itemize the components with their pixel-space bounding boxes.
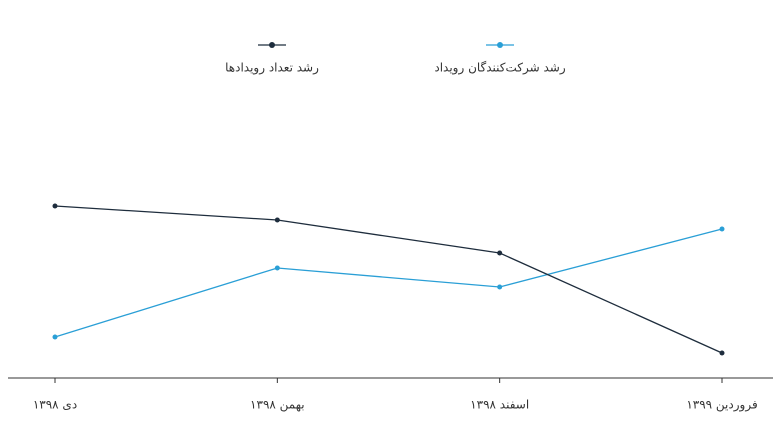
x-tick-label: دی ۱۳۹۸ [33, 398, 77, 412]
point [52, 334, 58, 340]
legend-marker [497, 42, 503, 48]
point [274, 265, 280, 271]
x-tick-label: فروردین ۱۳۹۹ [686, 398, 757, 413]
point [719, 226, 725, 232]
point [274, 217, 280, 223]
point [497, 250, 503, 256]
x-tick-label: اسفند ۱۳۹۸ [470, 398, 529, 412]
point [497, 284, 503, 290]
legend-marker [269, 42, 275, 48]
point [719, 350, 725, 356]
series-line [54, 228, 723, 338]
series-line [54, 205, 723, 354]
point [52, 203, 58, 209]
x-tick-label: بهمن ۱۳۹۸ [250, 398, 305, 413]
legend-label: رشد شرکت‌کنندگان رویداد [434, 61, 565, 76]
legend-label: رشد تعداد رویدادها [225, 61, 319, 76]
